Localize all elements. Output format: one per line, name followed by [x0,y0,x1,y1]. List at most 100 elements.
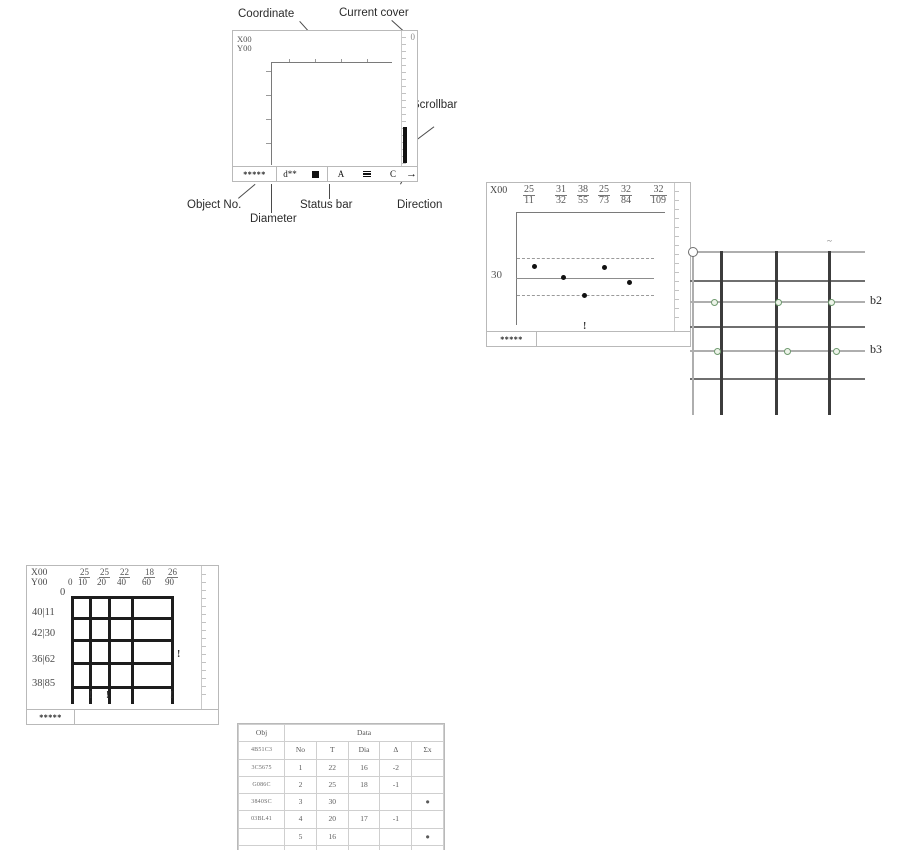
cell-no: 2 [284,775,317,795]
panel-depth-scatter-view[interactable]: X00 25 11 31 32 38 55 25 73 32 84 32 109 30 ! [486,182,691,347]
data-point [582,293,587,298]
status-bar[interactable]: ***** [487,331,690,346]
data-point [532,264,537,269]
data-point [627,280,632,285]
warning-marker: ! [583,321,587,332]
cell-dia: 16 [347,758,381,777]
cell-delta [379,844,413,850]
scale-denominator: 0 [68,577,73,587]
intersection-node [711,299,718,306]
rebar-h [71,686,174,689]
table-row[interactable]: 03BL41 4 20 17 -1 [237,810,444,829]
top-tick-mark: ~ [827,236,832,246]
leader-line-status-bar [329,184,330,199]
scale-column: 32 84 [620,184,632,206]
grid-row-label: 38|85 [32,678,56,689]
schematic-v-light [692,251,694,415]
header-data: Data [284,723,444,743]
status-list[interactable] [354,167,380,181]
ruler-ticks [675,183,686,331]
scale-denominator: 20 [97,577,106,587]
grid-top-scale: 25 25 22 18 26 0 10 20 40 60 90 [27,566,218,590]
status-object-no[interactable]: ***** [233,167,277,181]
cell-sx [411,758,444,777]
obj-code: 03BL41 [237,810,286,829]
status-object-no[interactable]: ***** [27,710,75,724]
grid-row-label: 40|11 [32,607,55,618]
schematic-label-b3: b3 [870,342,882,356]
status-amplitude[interactable]: A [337,169,345,179]
panel-rebar-grid-view[interactable]: X00 Y00 25 25 22 18 26 0 10 20 40 60 90 … [26,565,219,725]
table-header-row: Obj Data [237,723,444,743]
data-table[interactable]: Obj Data 4B51C3 No T Dia Δ Σx 3C5675 1 2… [237,723,444,850]
ruler-ticks [202,566,213,709]
data-point [602,265,607,270]
cell-t: 16 [315,827,349,846]
grid-row-label: 42|30 [32,628,56,639]
table-subheader-row: 4B51C3 No T Dia Δ Σx [237,741,444,760]
cell-dia [347,793,381,812]
schematic-v [720,251,723,415]
status-bar[interactable]: ***** d** A C → [233,166,417,181]
table-row[interactable]: G086C 2 25 18 -1 [237,775,444,795]
scrollbar[interactable] [674,183,686,331]
obj-code: 3C5675 [237,758,286,777]
scale-column: 31 32 [555,184,567,206]
cell-no: 5 [284,827,317,846]
status-calibration[interactable]: C [389,169,396,179]
cell-t: 30 [315,793,349,812]
warning-marker: ! [177,649,181,660]
panel-radar-scan-view[interactable]: X00 Y00 0 ***** d** A [232,30,418,182]
intersection-node [714,348,721,355]
scrollbar-thumb[interactable] [403,127,407,163]
status-bar[interactable]: ***** [27,709,218,724]
panel-object-data-table[interactable]: Obj Data 4B51C3 No T Dia Δ Σx 3C5675 1 2… [237,723,445,850]
table-row[interactable]: 3C5675 1 22 16 -2 [237,758,444,777]
annotation-object-no: Object No. [187,199,242,211]
obj-code-empty [237,844,286,850]
schematic-v [828,251,831,415]
scale-column: 32 109 [650,184,667,206]
obj-code: G086C [237,775,286,795]
panel-rebar-layout-schematic[interactable]: ~ b2 b3 [680,236,895,418]
cell-delta [379,827,413,846]
annotation-direction: Direction [397,199,443,211]
scrollbar[interactable] [201,566,213,709]
list-icon [363,170,371,179]
cell-no: 3 [284,793,317,812]
header-obj: Obj [237,723,286,743]
cell-t: 22 [315,844,349,850]
table-row[interactable]: 5 16 ● [237,827,444,846]
table-row[interactable]: 6 22 [237,844,444,850]
column-scale: 25 11 31 32 38 55 25 73 32 84 32 109 [487,183,690,211]
status-diameter[interactable]: d** [283,169,297,179]
upper-tolerance-line [517,258,654,259]
status-object-no[interactable]: ***** [487,332,537,346]
table-row[interactable]: 3840SC 3 30 ● [237,793,444,812]
coordinate-readout-x: X00 [237,34,252,44]
cell-t: 22 [315,758,349,777]
grid-row-label: 36|62 [32,654,56,665]
mean-line [516,278,654,279]
cell-sx [411,810,444,829]
warning-marker: ! [170,690,174,701]
schematic-grid: ~ b2 b3 [680,236,895,418]
annotation-coordinate: Coordinate [238,8,295,20]
rebar-v [89,596,92,704]
scale-column: 25 73 [598,184,610,206]
current-cover-value: 0 [410,32,416,42]
cell-delta [379,793,413,812]
rebar-v [108,596,111,704]
scale-denominator: 10 [78,577,87,587]
profile-side-ticks [266,71,271,166]
status-cover-icon[interactable] [303,167,327,181]
scrollbar[interactable] [401,31,413,166]
status-direction[interactable]: → [406,167,417,180]
intersection-node [833,348,840,355]
cell-delta: -2 [379,758,413,777]
annotation-current-cover: Current cover [339,7,409,19]
cell-sx: ● [411,827,444,846]
surface-profile-line [271,62,392,165]
origin-marker [688,247,698,257]
cell-dia: 17 [347,810,381,829]
